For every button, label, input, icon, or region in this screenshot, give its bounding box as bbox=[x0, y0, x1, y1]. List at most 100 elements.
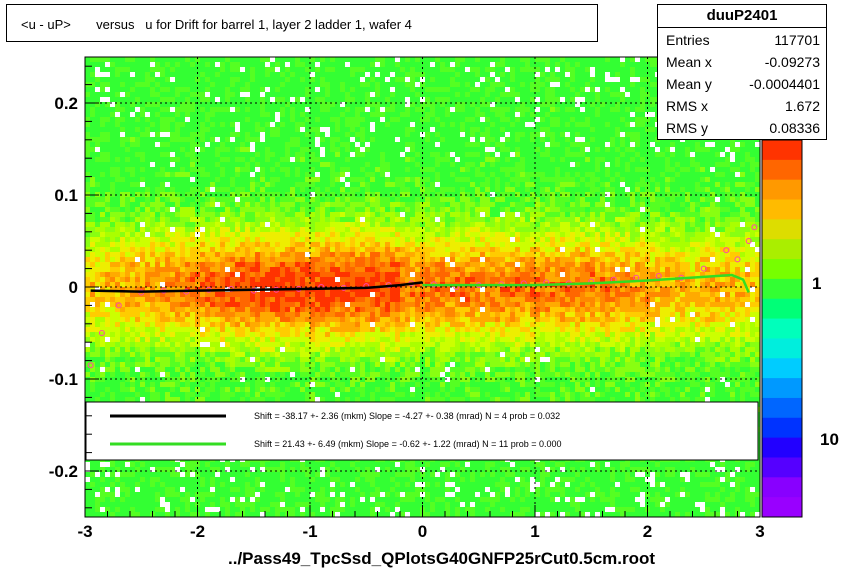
heatmap-cell bbox=[145, 182, 150, 187]
heatmap-cell bbox=[515, 197, 520, 202]
heatmap-cell bbox=[180, 222, 185, 227]
heatmap-cell bbox=[610, 187, 615, 192]
heatmap-cell bbox=[355, 182, 360, 187]
heatmap-cell bbox=[115, 207, 120, 212]
heatmap-cell bbox=[460, 77, 465, 82]
heatmap-cell bbox=[135, 177, 140, 182]
heatmap-cell bbox=[320, 192, 325, 197]
heatmap-cell bbox=[350, 157, 355, 162]
heatmap-cell bbox=[290, 212, 295, 217]
heatmap-cell bbox=[300, 122, 305, 127]
heatmap-cell bbox=[645, 177, 650, 182]
heatmap-cell bbox=[520, 157, 525, 162]
heatmap-cell bbox=[525, 127, 530, 132]
heatmap-cell bbox=[445, 162, 450, 167]
heatmap-cell bbox=[520, 82, 525, 87]
heatmap-cell bbox=[445, 177, 450, 182]
heatmap-cell bbox=[600, 107, 605, 112]
heatmap-cell bbox=[165, 67, 170, 72]
heatmap-cell bbox=[625, 107, 630, 112]
heatmap-cell bbox=[705, 147, 710, 152]
heatmap-cell bbox=[675, 247, 680, 252]
heatmap-cell bbox=[220, 247, 225, 252]
heatmap-cell bbox=[455, 242, 460, 247]
heatmap-cell bbox=[600, 197, 605, 202]
heatmap-cell bbox=[675, 142, 680, 147]
heatmap-cell bbox=[240, 162, 245, 167]
heatmap-cell bbox=[675, 232, 680, 237]
heatmap-cell bbox=[530, 162, 535, 167]
heatmap-cell bbox=[130, 152, 135, 157]
heatmap-cell bbox=[185, 157, 190, 162]
heatmap-cell bbox=[645, 192, 650, 197]
heatmap-cell bbox=[420, 172, 425, 177]
heatmap-cell bbox=[455, 172, 460, 177]
heatmap-cell bbox=[485, 102, 490, 107]
heatmap-cell bbox=[115, 102, 120, 107]
heatmap-cell bbox=[510, 147, 515, 152]
heatmap-cell bbox=[245, 177, 250, 182]
heatmap-cell bbox=[315, 247, 320, 252]
heatmap-cell bbox=[505, 222, 510, 227]
heatmap-cell bbox=[295, 107, 300, 112]
heatmap-cell bbox=[190, 117, 195, 122]
heatmap-cell bbox=[485, 117, 490, 122]
heatmap-cell bbox=[460, 197, 465, 202]
heatmap-cell bbox=[455, 92, 460, 97]
heatmap-cell bbox=[595, 197, 600, 202]
heatmap-cell bbox=[235, 137, 240, 142]
heatmap-cell bbox=[185, 202, 190, 207]
heatmap-cell bbox=[490, 132, 495, 137]
heatmap-cell bbox=[650, 117, 655, 122]
heatmap-cell bbox=[670, 227, 675, 232]
heatmap-cell bbox=[325, 232, 330, 237]
heatmap-cell bbox=[560, 67, 565, 72]
heatmap-cell bbox=[240, 107, 245, 112]
heatmap-cell bbox=[255, 217, 260, 222]
heatmap-cell bbox=[365, 237, 370, 242]
heatmap-cell bbox=[130, 227, 135, 232]
heatmap-cell bbox=[105, 132, 110, 137]
heatmap-cell bbox=[350, 162, 355, 167]
heatmap-cell bbox=[120, 147, 125, 152]
heatmap-cell bbox=[170, 157, 175, 162]
heatmap-cell bbox=[435, 77, 440, 82]
heatmap-cell bbox=[280, 167, 285, 172]
heatmap-cell bbox=[95, 247, 100, 252]
heatmap-cell bbox=[350, 82, 355, 87]
heatmap-cell bbox=[140, 227, 145, 232]
heatmap-cell bbox=[615, 172, 620, 177]
heatmap-cell bbox=[455, 142, 460, 147]
heatmap-cell bbox=[550, 177, 555, 182]
heatmap-cell bbox=[420, 62, 425, 67]
heatmap-cell bbox=[580, 217, 585, 222]
heatmap-cell bbox=[325, 77, 330, 82]
heatmap-cell bbox=[495, 217, 500, 222]
heatmap-cell bbox=[140, 152, 145, 157]
heatmap-cell bbox=[125, 187, 130, 192]
heatmap-cell bbox=[410, 202, 415, 207]
heatmap-cell bbox=[430, 77, 435, 82]
heatmap-cell bbox=[450, 222, 455, 227]
heatmap-cell bbox=[700, 147, 705, 152]
heatmap-cell bbox=[145, 142, 150, 147]
heatmap-cell bbox=[255, 147, 260, 152]
heatmap-cell bbox=[95, 162, 100, 167]
heatmap-cell bbox=[225, 137, 230, 142]
heatmap-cell bbox=[585, 232, 590, 237]
heatmap-cell bbox=[615, 67, 620, 72]
heatmap-cell bbox=[455, 62, 460, 67]
heatmap-cell bbox=[310, 142, 315, 147]
heatmap-cell bbox=[475, 77, 480, 82]
heatmap-cell bbox=[215, 212, 220, 217]
heatmap-cell bbox=[405, 82, 410, 87]
heatmap-cell bbox=[640, 217, 645, 222]
heatmap-cell bbox=[685, 162, 690, 167]
heatmap-cell bbox=[180, 182, 185, 187]
heatmap-cell bbox=[160, 212, 165, 217]
heatmap-cell bbox=[430, 142, 435, 147]
heatmap-cell bbox=[205, 87, 210, 92]
heatmap-cell bbox=[125, 127, 130, 132]
heatmap-cell bbox=[305, 167, 310, 172]
heatmap-cell bbox=[455, 127, 460, 132]
